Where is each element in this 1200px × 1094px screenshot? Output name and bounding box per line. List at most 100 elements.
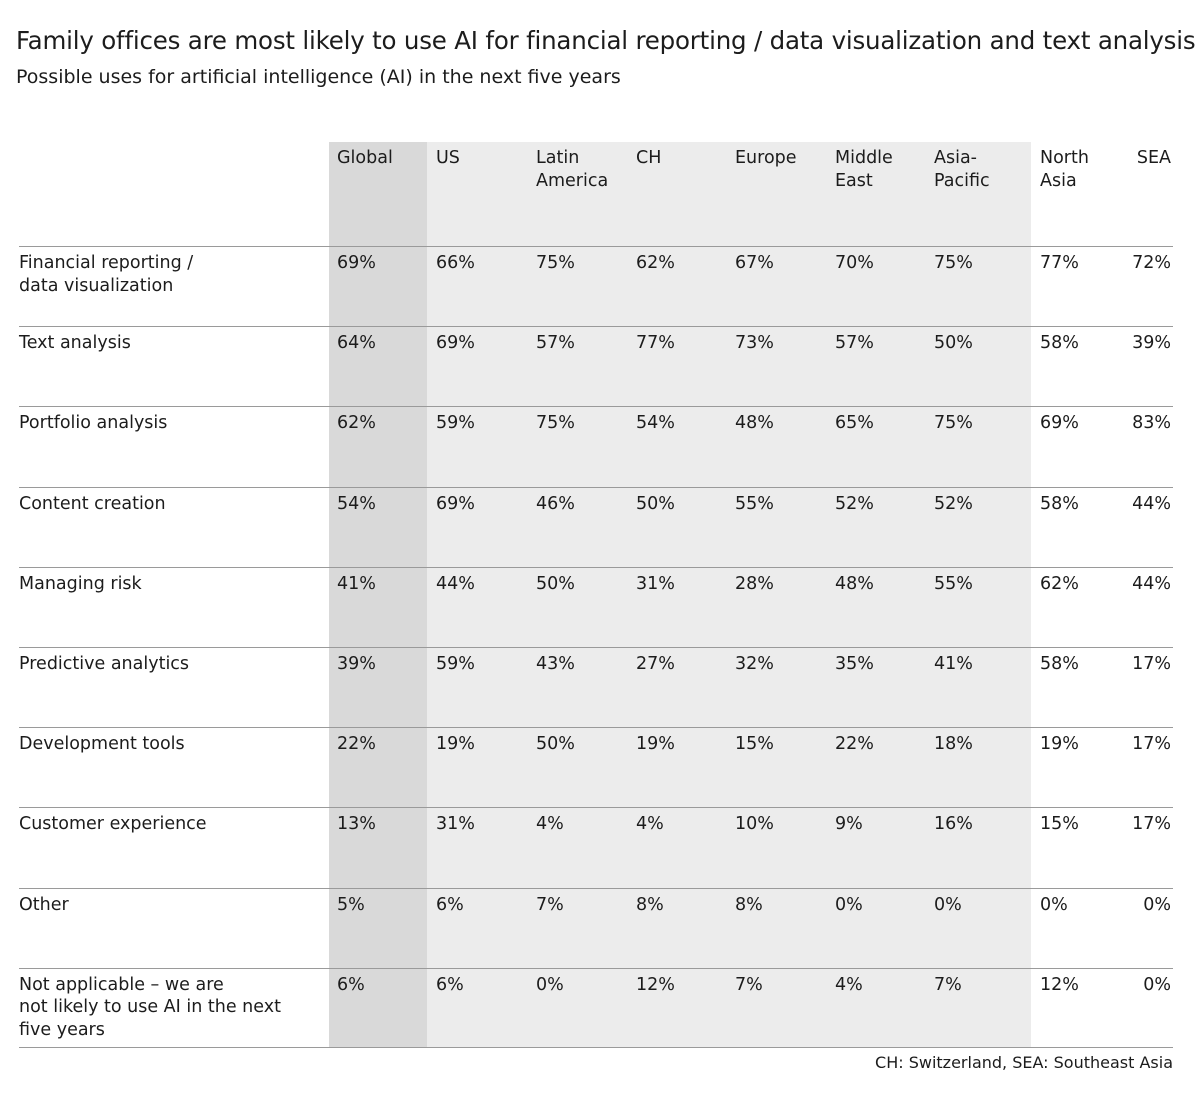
- footnote: CH: Switzerland, SEA: Southeast Asia: [875, 1053, 1173, 1072]
- table-cell: 75%: [934, 413, 973, 433]
- table-cell: 50%: [636, 494, 675, 514]
- table-cell: 7%: [536, 895, 564, 915]
- table-cell: 13%: [337, 814, 376, 834]
- table-cell: 15%: [1040, 814, 1079, 834]
- table-cell: 19%: [1040, 734, 1079, 754]
- table-cell: 57%: [835, 333, 874, 353]
- table-cell: 48%: [835, 574, 874, 594]
- table-cell: 75%: [934, 253, 973, 273]
- table-cell: 69%: [337, 253, 376, 273]
- table-cell: 6%: [337, 975, 365, 995]
- table-cell: 46%: [536, 494, 575, 514]
- row-label: Portfolio analysis: [19, 413, 168, 433]
- table-cell: 0%: [1040, 895, 1068, 915]
- row-label: data visualization: [19, 276, 174, 296]
- table-cell: 44%: [1132, 574, 1171, 594]
- table-cell: 0%: [536, 975, 564, 995]
- chart-title: Family offices are most likely to use AI…: [16, 26, 1196, 55]
- column-header: Europe: [735, 148, 797, 168]
- column-header: Middle: [835, 148, 893, 168]
- row-divider: [19, 807, 1173, 808]
- table-cell: 41%: [337, 574, 376, 594]
- table-cell: 72%: [1132, 253, 1171, 273]
- table-cell: 28%: [735, 574, 774, 594]
- table-cell: 41%: [934, 654, 973, 674]
- table-cell: 77%: [1040, 253, 1079, 273]
- column-header: East: [835, 171, 873, 191]
- table-cell: 43%: [536, 654, 575, 674]
- table-cell: 7%: [735, 975, 763, 995]
- column-header: SEA: [1136, 148, 1171, 168]
- row-label: Financial reporting /: [19, 253, 194, 273]
- table-cell: 31%: [636, 574, 675, 594]
- table-cell: 0%: [1143, 895, 1171, 915]
- table-cell: 19%: [636, 734, 675, 754]
- column-header: Asia-: [934, 148, 977, 168]
- table-cell: 54%: [337, 494, 376, 514]
- table-cell: 66%: [436, 253, 475, 273]
- global-column-band: [329, 142, 427, 1048]
- column-header: Latin: [536, 148, 580, 168]
- row-label: Managing risk: [19, 574, 142, 594]
- table-cell: 69%: [1040, 413, 1079, 433]
- table-cell: 18%: [934, 734, 973, 754]
- table-cell: 52%: [835, 494, 874, 514]
- row-divider: [19, 246, 1173, 247]
- table-cell: 55%: [735, 494, 774, 514]
- table-cell: 50%: [536, 574, 575, 594]
- table-cell: 17%: [1132, 734, 1171, 754]
- column-header: CH: [636, 148, 662, 168]
- regional-column-band: [427, 142, 1031, 1048]
- table-cell: 16%: [934, 814, 973, 834]
- table-cell: 12%: [636, 975, 675, 995]
- row-divider: [19, 968, 1173, 969]
- table-cell: 62%: [337, 413, 376, 433]
- row-divider: [19, 406, 1173, 407]
- column-header: Pacific: [934, 171, 990, 191]
- row-label: Other: [19, 895, 69, 915]
- table-cell: 77%: [636, 333, 675, 353]
- table-cell: 55%: [934, 574, 973, 594]
- row-label: Development tools: [19, 734, 185, 754]
- table-cell: 12%: [1040, 975, 1079, 995]
- table-cell: 75%: [536, 413, 575, 433]
- table-cell: 4%: [636, 814, 664, 834]
- table-cell: 6%: [436, 895, 464, 915]
- table-cell: 7%: [934, 975, 962, 995]
- table-cell: 22%: [337, 734, 376, 754]
- table-cell: 83%: [1132, 413, 1171, 433]
- table-cell: 31%: [436, 814, 475, 834]
- table-cell: 15%: [735, 734, 774, 754]
- table-cell: 22%: [835, 734, 874, 754]
- table-cell: 35%: [835, 654, 874, 674]
- table-cell: 27%: [636, 654, 675, 674]
- column-header: North: [1040, 148, 1089, 168]
- table-cell: 39%: [1132, 333, 1171, 353]
- column-header: Asia: [1040, 171, 1077, 191]
- table-bottom-rule: [19, 1047, 1173, 1048]
- table-cell: 59%: [436, 413, 475, 433]
- table-cell: 10%: [735, 814, 774, 834]
- table-cell: 8%: [735, 895, 763, 915]
- table-cell: 17%: [1132, 654, 1171, 674]
- table-cell: 58%: [1040, 333, 1079, 353]
- column-header: Global: [337, 148, 393, 168]
- row-label: five years: [19, 1020, 105, 1040]
- table-cell: 62%: [1040, 574, 1079, 594]
- row-divider: [19, 727, 1173, 728]
- column-header: US: [436, 148, 460, 168]
- table-cell: 54%: [636, 413, 675, 433]
- row-divider: [19, 888, 1173, 889]
- table-cell: 8%: [636, 895, 664, 915]
- table-cell: 64%: [337, 333, 376, 353]
- table-cell: 58%: [1040, 654, 1079, 674]
- row-label: Text analysis: [19, 333, 131, 353]
- table-cell: 69%: [436, 494, 475, 514]
- table-cell: 9%: [835, 814, 863, 834]
- table-cell: 59%: [436, 654, 475, 674]
- table-cell: 75%: [536, 253, 575, 273]
- table-cell: 65%: [835, 413, 874, 433]
- table-cell: 39%: [337, 654, 376, 674]
- table-cell: 0%: [835, 895, 863, 915]
- table-cell: 69%: [436, 333, 475, 353]
